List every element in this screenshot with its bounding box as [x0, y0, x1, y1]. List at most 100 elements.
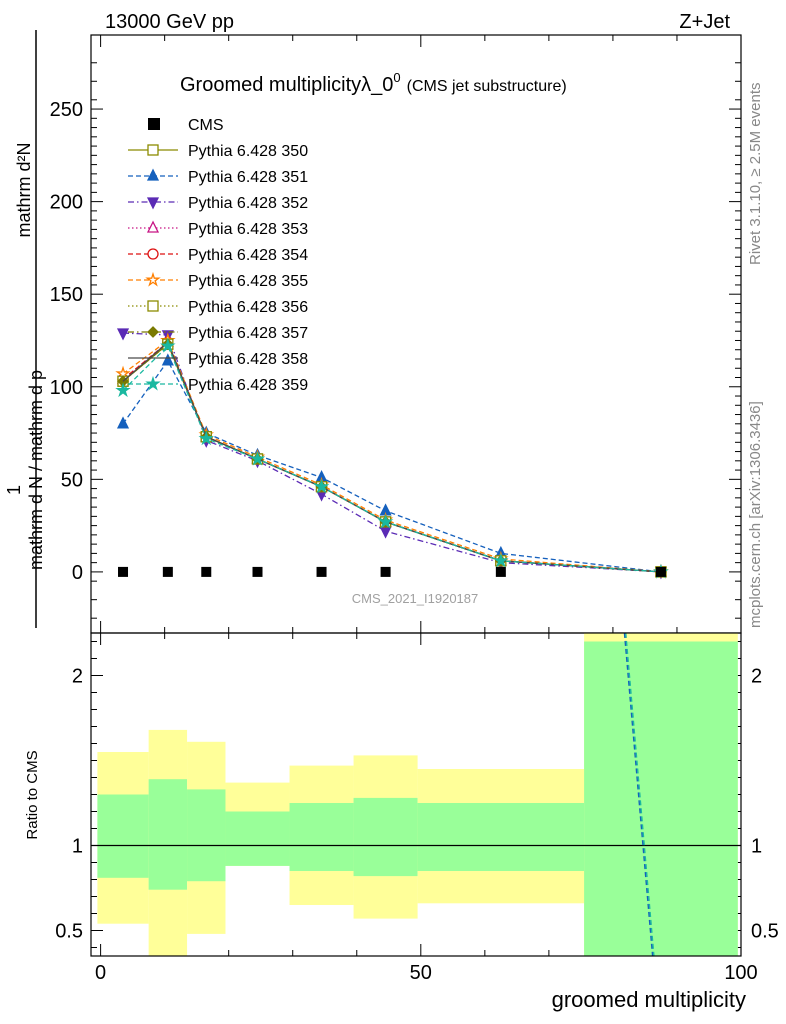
main-y-tick-label: 50 [61, 469, 83, 491]
legend-entry: Pythia 6.428 354 [128, 247, 308, 264]
plot-title-superscript: 0 [393, 70, 400, 85]
series-point [116, 328, 130, 341]
series-point [313, 478, 330, 494]
ratio-line-pythia-6.428-359 [625, 633, 655, 956]
legend-marker [147, 248, 159, 260]
legend-marker [145, 271, 161, 287]
cms-data-point [655, 566, 666, 577]
axis-ticks [91, 35, 742, 956]
ratio-bands [97, 633, 738, 956]
process-label: Z+Jet [679, 11, 730, 33]
ratio-inner-band [148, 779, 188, 890]
rivet-label: Rivet 3.1.10, ≥ 2.5M events [747, 83, 764, 266]
legend: CMS Pythia 6.428 350 Pythia 6.428 351 Pythi… [128, 117, 308, 394]
series-pythia-6.428-356 [117, 338, 667, 578]
legend-marker [146, 168, 160, 181]
main-y-tick-label: 100 [50, 377, 83, 399]
ratio-y-tick-label: 2 [72, 666, 83, 688]
legend-marker [147, 144, 159, 156]
ratio-y-tick-label-right: 0.5 [751, 921, 779, 943]
x-axis-label: groomed multiplicity [552, 987, 746, 1012]
legend-entry: Pythia 6.428 353 [128, 220, 308, 238]
main-ylabel-one: 1 [4, 485, 24, 495]
main-y-tick-label: 200 [50, 192, 83, 214]
legend-marker [148, 118, 160, 130]
ratio-inner-band [289, 803, 354, 871]
legend-entry: Pythia 6.428 350 [128, 143, 308, 160]
series-point [160, 337, 176, 353]
legend-entry: Pythia 6.428 357 [128, 325, 308, 342]
main-y-tick-label: 150 [50, 284, 83, 306]
cms-data-point [252, 566, 263, 577]
series-pythia-6.428-353 [116, 334, 668, 577]
series-point [379, 526, 392, 539]
cms-data-point [316, 566, 327, 577]
ratio-inner-band [225, 811, 290, 866]
legend-marker [146, 220, 160, 233]
legend-marker [147, 300, 159, 312]
cms-data-point [380, 566, 391, 577]
series-point [377, 513, 394, 529]
legend-marker [146, 197, 160, 210]
main-y-tick-label: 0 [72, 562, 83, 584]
main-y-tick-label: 250 [50, 99, 83, 121]
legend-label: Pythia 6.428 358 [188, 351, 308, 368]
legend-marker [145, 375, 161, 391]
ratio-inner-band [584, 641, 738, 956]
series-point [249, 450, 266, 466]
ratio-y-tick-label-right: 1 [751, 836, 762, 858]
legend-entry: Pythia 6.428 358 [128, 351, 308, 368]
legend-label: Pythia 6.428 357 [188, 325, 308, 342]
x-tick-label: 0 [95, 962, 106, 984]
legend-label: Pythia 6.428 359 [188, 377, 308, 394]
series-point [198, 430, 215, 446]
energy-label: 13000 GeV pp [105, 11, 234, 33]
legend-entry: Pythia 6.428 356 [128, 299, 308, 316]
legend-entry: CMS [148, 117, 224, 134]
legend-entry: Pythia 6.428 351 [128, 168, 308, 186]
legend-label: Pythia 6.428 351 [188, 169, 308, 186]
series-pythia-6.428-354 [117, 336, 667, 578]
x-tick-label: 100 [724, 962, 757, 984]
ratio-line-pythia-6.428-351 [623, 633, 654, 956]
ratio-inner-band [353, 797, 418, 877]
cms-data-point [162, 566, 173, 577]
ratio-y-tick-label-right: 2 [751, 666, 762, 688]
ratio-inner-band [187, 789, 226, 882]
plot-title: Groomed multiplicityλ_00 (CMS jet substru… [180, 70, 567, 96]
cms-data-point [495, 566, 506, 577]
series-point [115, 382, 131, 398]
series-pythia-6.428-355 [115, 332, 669, 579]
series-line [122, 339, 662, 573]
legend-label: Pythia 6.428 355 [188, 273, 308, 290]
legend-entry: Pythia 6.428 352 [128, 195, 308, 212]
ratio-y-tick-label: 1 [72, 836, 83, 858]
analysis-label: CMS_2021_I1920187 [352, 591, 479, 606]
series-point [493, 552, 509, 568]
series-cms [118, 566, 666, 577]
legend-entry: Pythia 6.428 359 [128, 375, 308, 394]
legend-label: Pythia 6.428 354 [188, 247, 308, 264]
plot-title-subtitle: (CMS jet substructure) [407, 78, 567, 95]
series-point [116, 416, 130, 429]
legend-entry: Pythia 6.428 355 [128, 271, 308, 290]
legend-label: Pythia 6.428 356 [188, 299, 308, 316]
legend-label: CMS [188, 117, 224, 134]
x-tick-label: 50 [410, 962, 432, 984]
ratio-y-tick-label: 0.5 [55, 921, 83, 943]
series-line [122, 359, 662, 573]
series-point [161, 353, 174, 366]
mcplots-label: mcplots.cern.ch [arXiv:1306.3436] [747, 401, 764, 628]
legend-label: Pythia 6.428 353 [188, 221, 308, 238]
series-pythia-6.428-357 [117, 338, 667, 578]
ratio-inner-band [97, 794, 149, 878]
series-pythia-6.428-359 [115, 337, 669, 579]
series-line [122, 332, 661, 573]
series-pythia-6.428-350 [117, 338, 667, 578]
main-panel: 0 50 100 150 200 250 CMS Pythia 6.428 350 Pythia… [50, 34, 742, 956]
main-y-axis-label: 1 mathrm d²N mathrm d N / mathrm d p [4, 30, 46, 628]
legend-label: Pythia 6.428 350 [188, 143, 308, 160]
cms-data-point [118, 566, 129, 577]
main-ylabel-numerator: mathrm d²N [14, 142, 34, 237]
